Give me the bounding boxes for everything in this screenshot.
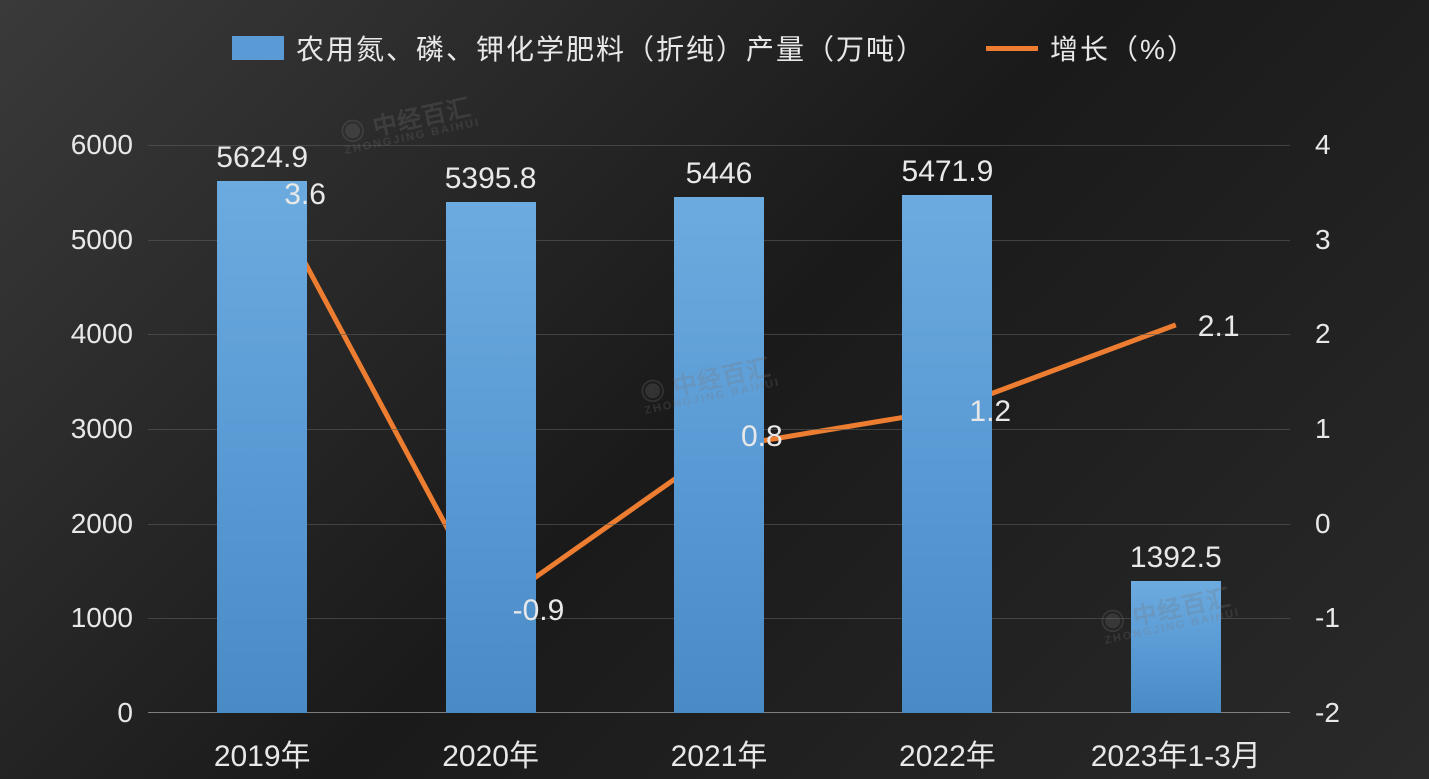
bar <box>446 202 536 713</box>
line-value-label: 1.2 <box>969 395 1011 429</box>
legend-item-bar: 农用氮、磷、钾化学肥料（折纯）产量（万吨） <box>232 28 926 68</box>
y-right-tick-label: 1 <box>1315 413 1375 445</box>
bar <box>1131 581 1221 713</box>
y-right-tick-label: 0 <box>1315 508 1375 540</box>
y-left-tick-label: 2000 <box>33 508 133 540</box>
y-left-tick-label: 5000 <box>33 224 133 256</box>
bar-value-label: 5446 <box>686 157 753 191</box>
legend-item-line: 增长（%） <box>986 28 1197 68</box>
y-left-tick-label: 1000 <box>33 602 133 634</box>
legend: 农用氮、磷、钾化学肥料（折纯）产量（万吨） 增长（%） <box>0 28 1429 68</box>
bar <box>674 197 764 713</box>
line-value-label: 2.1 <box>1198 310 1240 344</box>
x-tick-label: 2023年1-3月 <box>1091 731 1261 775</box>
x-tick-label: 2021年 <box>671 731 768 775</box>
y-left-tick-label: 4000 <box>33 318 133 350</box>
x-tick-label: 2019年 <box>214 731 311 775</box>
plot-area <box>148 145 1290 713</box>
bar-value-label: 5471.9 <box>902 155 994 189</box>
y-right-tick-label: -1 <box>1315 602 1375 634</box>
y-right-tick-label: -2 <box>1315 697 1375 729</box>
legend-swatch-bar <box>232 36 284 60</box>
legend-line-label: 增长（%） <box>1050 28 1197 68</box>
y-left-tick-label: 0 <box>33 697 133 729</box>
legend-swatch-line <box>986 46 1038 51</box>
legend-bar-label: 农用氮、磷、钾化学肥料（折纯）产量（万吨） <box>296 28 926 68</box>
x-tick-label: 2020年 <box>442 731 539 775</box>
y-right-tick-label: 3 <box>1315 224 1375 256</box>
x-tick-label: 2022年 <box>899 731 996 775</box>
bar-value-label: 5624.9 <box>216 141 308 175</box>
bar <box>217 181 307 713</box>
gridline <box>148 145 1290 146</box>
y-right-tick-label: 2 <box>1315 318 1375 350</box>
line-value-label: -0.9 <box>513 594 565 628</box>
y-right-tick-label: 4 <box>1315 129 1375 161</box>
y-left-tick-label: 3000 <box>33 413 133 445</box>
line-value-label: 3.6 <box>284 178 326 212</box>
chart-container: 农用氮、磷、钾化学肥料（折纯）产量（万吨） 增长（%） <box>0 0 1429 779</box>
bar <box>902 195 992 713</box>
bar-value-label: 1392.5 <box>1130 541 1222 575</box>
bar-value-label: 5395.8 <box>445 162 537 196</box>
y-left-tick-label: 6000 <box>33 129 133 161</box>
line-value-label: 0.8 <box>741 420 783 454</box>
